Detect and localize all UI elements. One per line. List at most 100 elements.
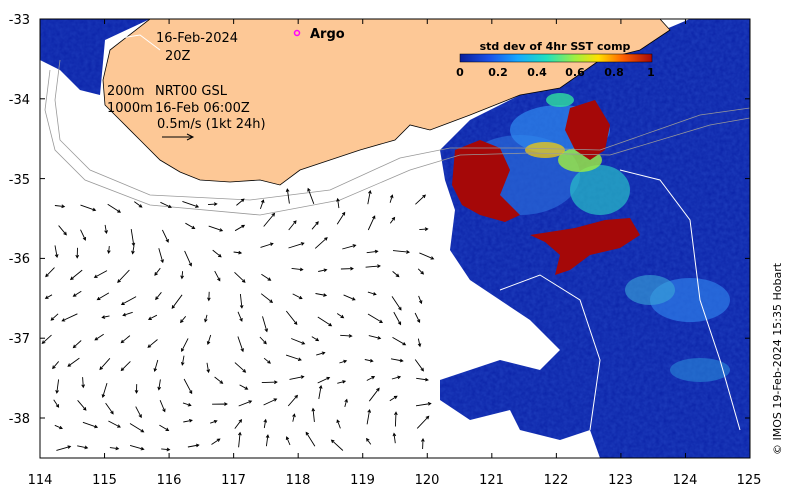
current-arrow-icon [99, 358, 111, 371]
plot-area [40, 19, 750, 458]
colorbar-tick: 1 [647, 66, 655, 79]
current-arrow-icon [292, 413, 296, 422]
colorbar-gradient [459, 53, 653, 63]
current-arrow-icon [44, 294, 53, 299]
current-arrow-icon [339, 359, 348, 364]
current-arrow-icon [336, 197, 340, 209]
current-arrow-icon [367, 313, 384, 323]
current-arrow-icon [366, 249, 379, 254]
current-arrow-icon [69, 269, 83, 281]
scale-label: 0.5m/s (1kt 24h) [157, 117, 266, 132]
current-arrow-icon [391, 296, 402, 311]
current-arrow-icon [365, 264, 381, 268]
current-arrow-icon [182, 402, 192, 407]
current-arrow-icon [212, 402, 228, 406]
current-arrow-icon [261, 273, 272, 281]
current-arrow-icon [77, 400, 87, 411]
current-arrow-icon [55, 379, 60, 394]
current-arrow-icon [366, 409, 372, 425]
current-arrow-icon [285, 310, 298, 326]
current-arrow-icon [153, 359, 159, 373]
current-arrow-icon [263, 357, 271, 364]
current-arrow-icon [77, 445, 89, 450]
current-arrow-icon [54, 204, 66, 209]
current-arrow-icon [206, 334, 212, 346]
current-arrow-icon [311, 221, 319, 230]
current-arrow-icon [419, 252, 435, 260]
current-arrow-icon [117, 269, 130, 284]
current-arrow-icon [214, 270, 221, 282]
current-arrow-icon [135, 406, 142, 419]
current-arrow-icon [344, 398, 348, 408]
current-arrow-icon [259, 199, 265, 210]
current-arrow-icon [336, 211, 346, 225]
current-arrow-icon [238, 431, 242, 448]
current-arrow-icon [314, 237, 328, 249]
x-tick-label: 119 [350, 473, 375, 488]
current-arrow-icon [234, 419, 243, 429]
current-arrow-icon [80, 229, 87, 241]
current-arrow-icon [414, 359, 424, 372]
current-arrow-icon [285, 188, 290, 204]
current-arrow-icon [237, 336, 244, 353]
time-label: 20Z [165, 49, 191, 64]
current-arrow-icon [261, 380, 278, 385]
current-arrow-icon [160, 201, 172, 209]
current-arrow-icon [317, 316, 333, 327]
current-arrow-icon [392, 250, 411, 254]
axis-ticks [39, 18, 751, 458]
current-arrow-icon [131, 245, 135, 255]
current-arrow-icon [415, 401, 432, 407]
current-arrow-icon [179, 316, 187, 324]
current-arrow-icon [107, 203, 121, 213]
current-arrow-icon [366, 376, 376, 381]
current-arrow-icon [210, 419, 218, 424]
plot-frame [39, 18, 751, 459]
current-vectors [41, 187, 435, 452]
current-arrow-icon [45, 267, 55, 278]
current-arrow-icon [56, 445, 72, 451]
current-arrow-icon [288, 242, 305, 249]
current-arrow-icon [340, 334, 353, 338]
current-arrow-icon [239, 384, 249, 390]
y-tick-label: -36 [9, 252, 30, 267]
current-arrow-icon [93, 270, 108, 278]
y-axis-labels: -33 -34 -35 -36 -37 -38 [9, 13, 30, 427]
current-arrow-icon [367, 291, 377, 296]
current-arrow-icon [122, 311, 133, 317]
current-arrow-icon [214, 376, 224, 384]
x-tick-label: 121 [479, 473, 504, 488]
current-arrow-icon [262, 316, 269, 333]
current-arrow-icon [158, 248, 164, 264]
current-arrow-icon [287, 394, 299, 407]
x-tick-label: 124 [673, 473, 698, 488]
current-arrow-icon [154, 267, 161, 276]
x-tick-label: 120 [415, 473, 440, 488]
current-arrow-icon [101, 315, 110, 319]
current-arrow-icon [263, 398, 278, 406]
current-arrow-icon [394, 411, 398, 427]
current-arrow-icon [120, 361, 131, 372]
current-arrow-icon [157, 379, 162, 391]
current-arrow-icon [147, 314, 158, 320]
current-arrow-icon [207, 202, 218, 206]
current-arrow-icon [104, 224, 108, 235]
current-arrow-icon [316, 351, 326, 356]
current-arrow-icon [421, 437, 425, 450]
current-arrow-icon [82, 421, 99, 429]
current-arrow-icon [417, 338, 422, 348]
product-time-label: 16-Feb 06:00Z [155, 101, 250, 116]
x-tick-label: 115 [92, 473, 117, 488]
current-arrow-icon [120, 296, 137, 305]
date-label: 16-Feb-2024 [156, 31, 238, 46]
current-arrow-icon [185, 222, 196, 229]
current-arrow-icon [120, 335, 131, 344]
current-arrow-icon [340, 266, 354, 271]
current-arrow-icon [337, 380, 347, 384]
current-arrow-icon [418, 295, 423, 305]
current-arrow-icon [80, 204, 97, 212]
current-arrow-icon [343, 294, 356, 301]
current-arrow-icon [94, 333, 104, 341]
current-arrow-icon [366, 437, 372, 445]
current-arrow-icon [134, 201, 143, 208]
